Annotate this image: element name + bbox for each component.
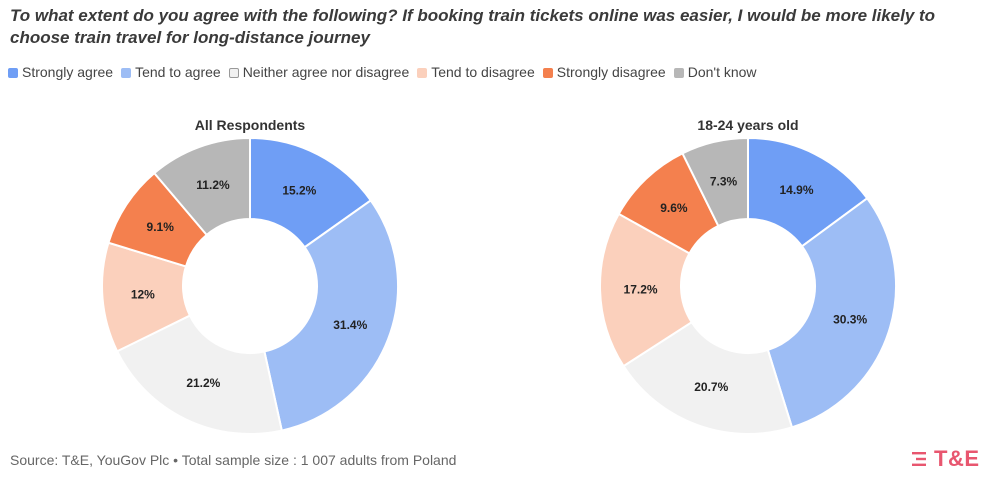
legend-item-tend-to-disagree: Tend to disagree [417,63,535,82]
legend-swatch [228,67,239,78]
legend-label: Neither agree nor disagree [242,64,410,80]
chart-subtitle: 18-24 years old [697,117,798,133]
donut-slice-tend-to-agree [263,199,399,432]
source-footnote: Source: T&E, YouGov Plc • Total sample s… [10,452,457,468]
logo-lines-icon [912,452,926,466]
legend-swatch [8,67,18,78]
donut-slice-tend-to-disagree [599,212,694,368]
legend-swatch [673,67,684,78]
data-label: 14.9% [779,183,813,197]
data-label: 21.2% [186,376,220,390]
legend-item-tend-to-agree: Tend to agree [121,63,221,82]
legend-item-strongly-agree: Strongly agree [8,63,113,82]
data-label: 17.2% [624,282,658,296]
legend-label: Tend to disagree [431,64,535,80]
legend-swatch [121,67,132,78]
data-label: 20.7% [694,380,728,394]
donut-chart-1: All Respondents 15.2% 31.4% 21.2% 12% 9.1% 11.… [101,117,399,435]
legend-label: Don't know [687,64,757,80]
data-label: 9.1% [147,220,175,234]
data-label: 7.3% [710,174,738,188]
legend-label: Tend to agree [135,64,221,80]
data-label: 9.6% [660,201,688,215]
data-label: 11.2% [196,178,230,192]
chart-subtitle: All Respondents [195,117,306,133]
data-label: 12% [131,288,155,302]
donut-slice-neither-agree-nor-disagree [115,314,283,435]
brand-logo: T&E [912,446,980,472]
donut-slice-neither-agree-nor-disagree [622,320,794,435]
legend-label: Strongly disagree [556,64,666,80]
donut-chart-2: 18-24 years old 14.9% 30.3% 20.7% 17.2% 9.6% 7… [599,117,897,435]
legend-swatch [417,67,428,78]
data-label: 31.4% [333,318,367,332]
legend-item-neither: Neither agree nor disagree [228,63,410,82]
donut-slice-don-t-know [152,136,251,237]
legend-swatch [542,67,553,78]
legend-item-strongly-disagree: Strongly disagree [542,63,666,82]
data-label: 30.3% [833,313,867,327]
donut-slice-don-t-know [681,136,749,228]
data-label: 15.2% [282,184,316,198]
chart-title: To what extent do you agree with the fol… [10,6,936,47]
logo-text: T&E [934,446,980,471]
legend: Strongly agree Tend to agree Neither agr… [8,63,768,82]
donut-slice-tend-to-agree [766,196,897,429]
legend-item-dont-know: Don't know [673,63,757,82]
legend-label: Strongly agree [22,64,114,80]
